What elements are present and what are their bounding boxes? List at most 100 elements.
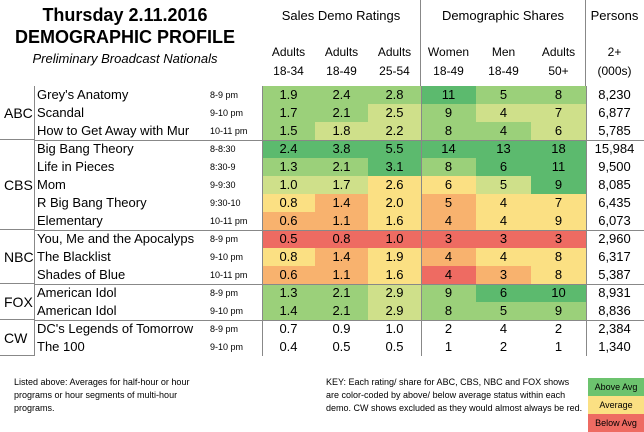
cell-adults-18-49: 2.4 <box>315 86 368 104</box>
cell-adults-50-plus: 18 <box>531 140 586 158</box>
cell-adults-18-49: 1.1 <box>315 212 368 230</box>
cell-women-18-49: 14 <box>421 140 476 158</box>
table-row: Scandal 9-10 pm 1.7 2.1 2.5 9 4 7 6,877 <box>34 104 644 122</box>
cell-men-18-49: 4 <box>476 320 531 338</box>
cell-adults-18-34: 0.8 <box>262 248 315 266</box>
cell-persons-2-plus: 8,085 <box>598 177 631 192</box>
col-label: Men <box>491 45 516 59</box>
table-row: American Idol 8-9 pm 1.3 2.1 2.9 9 6 10 8,931 <box>34 284 644 302</box>
network-label: ABC <box>4 104 33 121</box>
cell-adults-25-54: 1.6 <box>368 212 421 230</box>
cell-adults-25-54: 2.8 <box>368 86 421 104</box>
cell-men-18-49: 5 <box>476 176 531 194</box>
shares-group-title: Demographic Shares <box>441 8 565 23</box>
sales-group-header: Sales Demo Ratings <box>262 0 421 86</box>
cell-adults-25-54: 1.0 <box>368 320 421 338</box>
cell-adults-18-49: 0.5 <box>315 338 368 356</box>
table-row: You, Me and the Apocalyps 8-9 pm 0.5 0.8 1.0… <box>34 230 644 248</box>
persons-group-header: Persons <box>586 0 643 86</box>
cell-adults-18-49: 1.8 <box>315 122 368 140</box>
cell-persons-2-plus: 5,387 <box>598 267 631 282</box>
cell-men-18-49: 3 <box>476 266 531 284</box>
cell-men-18-49: 6 <box>476 158 531 176</box>
color-legend: Above Avg Average Below Avg <box>588 378 644 432</box>
cell-adults-18-49: 1.1 <box>315 266 368 284</box>
col-sublabel: 18-49 <box>488 64 519 78</box>
time-slot: 8-8:30 <box>210 144 236 154</box>
time-slot: 9-10 pm <box>210 342 244 352</box>
cell-adults-50-plus: 9 <box>531 176 586 194</box>
time-slot: 10-11 pm <box>210 270 248 280</box>
col-sublabel: 18-49 <box>433 64 464 78</box>
show-name: American Idol <box>37 303 117 318</box>
table-row: R Big Bang Theory 9:30-10 0.8 1.4 2.0 5 4 7 6,43… <box>34 194 644 212</box>
network-cw: CW <box>0 320 34 356</box>
cell-adults-18-49: 1.4 <box>315 194 368 212</box>
show-name: R Big Bang Theory <box>37 195 147 210</box>
cell-adults-50-plus: 1 <box>531 338 586 356</box>
time-slot: 9-10 pm <box>210 306 244 316</box>
network-label: CBS <box>4 176 33 193</box>
network-nbc: NBC <box>0 230 34 284</box>
cell-adults-18-34: 0.5 <box>262 230 315 248</box>
cell-men-18-49: 4 <box>476 212 531 230</box>
cell-adults-18-34: 1.3 <box>262 158 315 176</box>
report-title: Thursday 2.11.2016 <box>42 5 208 25</box>
cell-persons-2-plus: 6,877 <box>598 105 631 120</box>
network-label: NBC <box>4 248 34 265</box>
cell-women-18-49: 4 <box>421 212 476 230</box>
cell-persons-2-plus: 2,384 <box>598 321 631 336</box>
cell-women-18-49: 4 <box>421 248 476 266</box>
cell-men-18-49: 2 <box>476 338 531 356</box>
cell-adults-25-54: 2.5 <box>368 104 421 122</box>
legend-above-avg: Above Avg <box>588 378 644 396</box>
cell-men-18-49: 13 <box>476 140 531 158</box>
show-name: American Idol <box>37 285 117 300</box>
cell-women-18-49: 2 <box>421 320 476 338</box>
table-row: How to Get Away with Mur 10-11 pm 1.5 1.8 2.… <box>34 122 644 140</box>
time-slot: 9-10 pm <box>210 108 244 118</box>
network-label: FOX <box>4 293 33 310</box>
network-abc: ABC <box>0 86 34 140</box>
cell-persons-2-plus: 8,230 <box>598 87 631 102</box>
cell-adults-25-54: 2.9 <box>368 284 421 302</box>
time-slot: 8-9 pm <box>210 324 239 334</box>
col-label: Adults <box>271 45 306 59</box>
cell-adults-50-plus: 8 <box>531 248 586 266</box>
network-divider <box>34 320 644 321</box>
cell-adults-50-plus: 7 <box>531 194 586 212</box>
col-sublabel: 18-49 <box>326 64 357 78</box>
col-label: 2+ <box>607 45 622 59</box>
col-sublabel: (000s) <box>597 64 632 78</box>
table-row: Mom 9-9:30 1.0 1.7 2.6 6 5 9 8,085 <box>34 176 644 194</box>
cell-adults-18-34: 1.7 <box>262 104 315 122</box>
cell-adults-25-54: 0.5 <box>368 338 421 356</box>
cell-adults-18-34: 1.3 <box>262 284 315 302</box>
table-row: Big Bang Theory 8-8:30 2.4 3.8 5.5 14 13 18 15,9… <box>34 140 644 158</box>
time-slot: 9-9:30 <box>210 180 236 190</box>
cell-adults-25-54: 1.9 <box>368 248 421 266</box>
cell-adults-25-54: 2.0 <box>368 194 421 212</box>
cell-adults-18-34: 2.4 <box>262 140 315 158</box>
table-row: American Idol 9-10 pm 1.4 2.1 2.9 8 5 9 8,836 <box>34 302 644 320</box>
cell-men-18-49: 5 <box>476 302 531 320</box>
cell-adults-25-54: 2.9 <box>368 302 421 320</box>
cell-men-18-49: 3 <box>476 230 531 248</box>
report-subtitle: DEMOGRAPHIC PROFILE <box>14 27 235 47</box>
cell-adults-50-plus: 3 <box>531 230 586 248</box>
cell-persons-2-plus: 6,317 <box>598 249 631 264</box>
col-label: Adults <box>377 45 412 59</box>
cell-adults-18-49: 2.1 <box>315 104 368 122</box>
cell-adults-18-34: 0.8 <box>262 194 315 212</box>
show-name: Mom <box>37 177 66 192</box>
cell-adults-18-34: 1.5 <box>262 122 315 140</box>
cell-adults-50-plus: 8 <box>531 266 586 284</box>
col-sublabel: 50+ <box>548 64 569 78</box>
cell-adults-18-49: 3.8 <box>315 140 368 158</box>
time-slot: 10-11 pm <box>210 216 248 226</box>
col-adults-25-54: Adults 25-54 <box>368 43 421 81</box>
cell-persons-2-plus: 1,340 <box>598 339 631 354</box>
table-row: Grey's Anatomy 8-9 pm 1.9 2.4 2.8 11 5 8 8,230 <box>34 86 644 104</box>
network-label: CW <box>4 329 28 346</box>
show-name: Scandal <box>37 105 84 120</box>
